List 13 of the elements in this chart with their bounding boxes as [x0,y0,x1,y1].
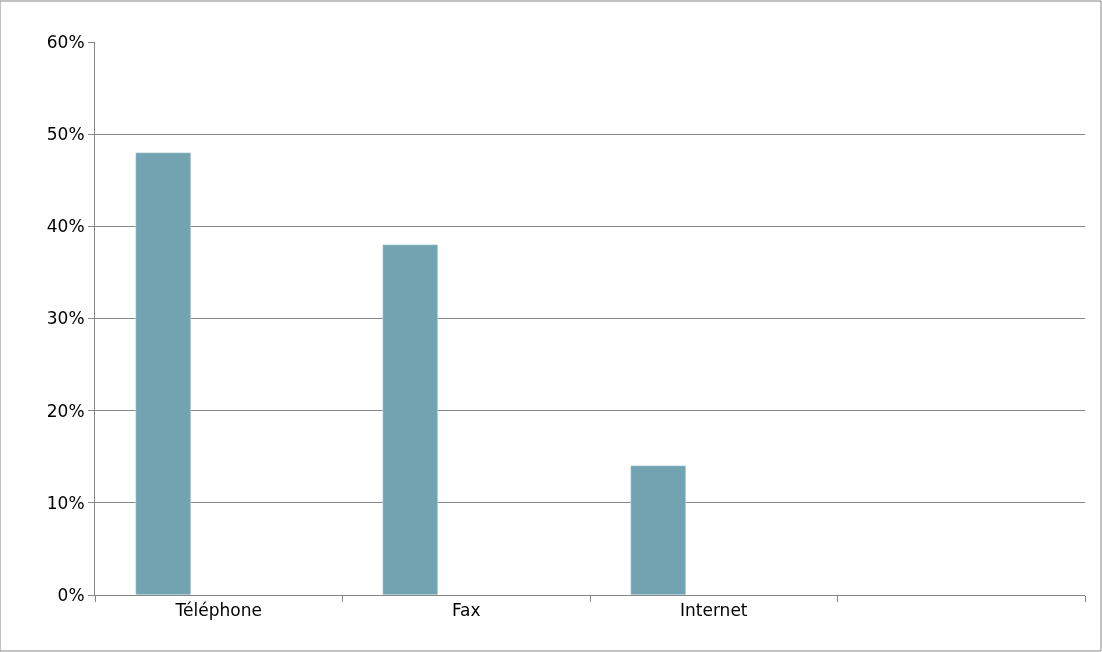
x-tick-label: Téléphone [174,600,262,621]
y-tick-label: 20% [46,400,85,421]
y-tick-label: 0% [57,584,85,605]
x-tick-label: Fax [451,600,481,621]
y-tick-label: 40% [46,216,85,237]
y-tick-label: 50% [46,124,85,145]
x-tick-label: Internet [679,600,748,621]
y-tick-label: 60% [46,31,85,52]
bar [630,465,686,595]
y-tick-label: 30% [46,308,85,329]
y-tick-label: 10% [46,492,85,513]
bar [135,152,191,595]
bar [382,244,438,595]
